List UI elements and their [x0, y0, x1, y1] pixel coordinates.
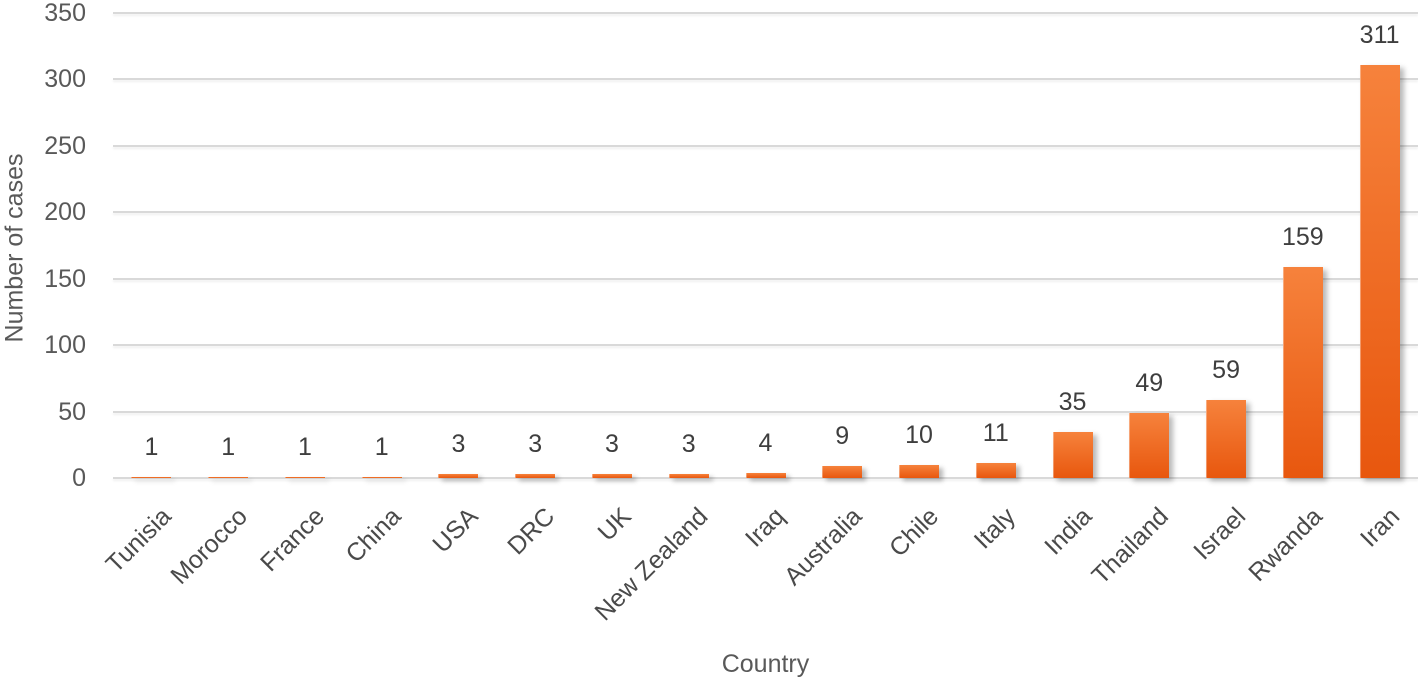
bar-value-label: 3 — [605, 430, 619, 459]
y-axis-title: Number of cases — [0, 153, 29, 343]
bar-value-label: 49 — [1135, 368, 1164, 397]
x-category-label: Israel — [1188, 502, 1252, 566]
bar-value-label: 9 — [835, 422, 850, 451]
bar-value-label: 4 — [758, 428, 773, 457]
gridline — [113, 410, 1418, 413]
bar-value-label: 159 — [1281, 222, 1324, 251]
bar-value-label: 1 — [374, 432, 389, 461]
bar — [438, 474, 479, 478]
bar — [668, 474, 709, 478]
y-tick-label: 200 — [44, 198, 86, 227]
bar — [284, 476, 325, 478]
x-category-label: Australia — [778, 502, 868, 591]
bar-value-label: 10 — [905, 420, 933, 449]
bar — [822, 466, 863, 478]
plot-area: 1 1 1 1 3 3 3 3 4 9 10 11 35 49 59 159 311 — [113, 12, 1418, 479]
bar — [361, 476, 402, 478]
x-category-label: UK — [592, 502, 638, 547]
bar-value-label: 59 — [1212, 355, 1240, 384]
bar — [1359, 64, 1400, 478]
x-category-label: Iran — [1354, 502, 1405, 553]
gridline — [113, 78, 1418, 81]
y-tick-label: 0 — [72, 464, 86, 492]
bar — [515, 474, 556, 478]
x-category-label: Thailand — [1086, 502, 1175, 590]
x-category-label: USA — [427, 502, 484, 559]
bar-value-label: 3 — [451, 430, 466, 459]
y-tick-label: 150 — [44, 264, 86, 293]
y-tick-label: 100 — [44, 331, 86, 360]
bar — [131, 476, 172, 478]
bar — [899, 464, 940, 478]
x-axis-title: Country — [721, 650, 810, 678]
bar — [975, 463, 1016, 478]
y-tick-label: 250 — [44, 131, 86, 160]
x-category-label: Italy — [968, 502, 1021, 555]
x-category-label: Morocco — [165, 502, 254, 590]
gridline — [113, 12, 1418, 14]
gridline — [113, 277, 1418, 280]
bar-value-label: 3 — [528, 430, 543, 459]
gridline — [113, 477, 1418, 479]
bar — [745, 472, 786, 478]
x-category-label: DRC — [502, 502, 561, 561]
bar — [208, 476, 249, 478]
bar-value-label: 1 — [297, 432, 312, 461]
bar-value-label: 1 — [144, 432, 159, 461]
bar — [1129, 412, 1170, 478]
bar — [1052, 431, 1093, 478]
x-category-label: Chile — [884, 502, 945, 563]
y-tick-label: 350 — [44, 0, 86, 27]
gridline — [113, 344, 1418, 347]
gridline — [113, 144, 1418, 147]
bar-value-label: 1 — [221, 432, 236, 461]
bar-value-label: 311 — [1359, 20, 1400, 49]
bar-value-label: 35 — [1058, 387, 1087, 416]
bar — [1282, 266, 1323, 478]
bar — [1206, 399, 1247, 478]
x-category-label: India — [1039, 502, 1098, 561]
x-category-label: China — [340, 502, 407, 569]
x-category-label: Iraq — [740, 502, 791, 553]
bar-value-label: 11 — [982, 419, 1009, 448]
bar-value-label: 3 — [681, 430, 696, 459]
x-category-label: Rwanda — [1243, 502, 1328, 587]
bar — [591, 474, 632, 478]
x-category-label: France — [255, 502, 331, 578]
gridline — [113, 211, 1418, 214]
y-tick-label: 50 — [58, 397, 86, 426]
x-category-label: Tunisia — [100, 502, 177, 579]
y-tick-label: 300 — [44, 65, 86, 94]
